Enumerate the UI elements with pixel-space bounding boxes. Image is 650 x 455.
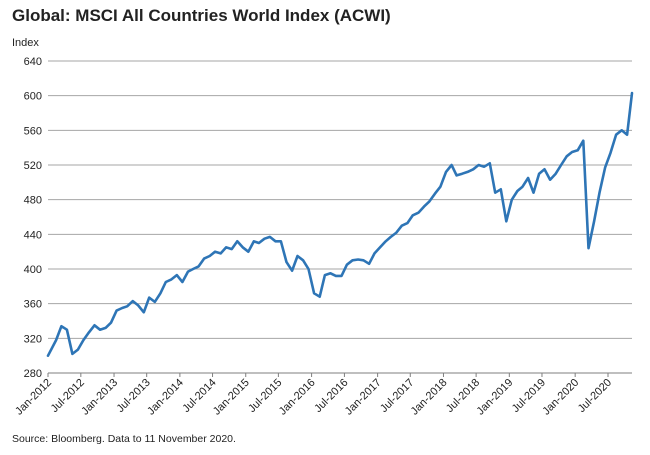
y-tick-label: 560 bbox=[24, 125, 42, 137]
y-tick-label: 280 bbox=[24, 368, 42, 380]
y-tick-label: 360 bbox=[24, 299, 42, 311]
x-tick-label: Jan-2019 bbox=[475, 377, 516, 418]
x-tick-label: Jan-2020 bbox=[540, 377, 581, 418]
x-axis-ticks: Jan-2012Jul-2012Jan-2013Jul-2013Jan-2014… bbox=[13, 373, 614, 418]
acwi-series-line bbox=[46, 91, 634, 357]
x-tick-label: Jul-2020 bbox=[576, 377, 614, 415]
x-tick-label: Jan-2017 bbox=[343, 377, 384, 418]
source-note: Source: Bloomberg. Data to 11 November 2… bbox=[12, 433, 236, 445]
y-tick-label: 600 bbox=[24, 91, 42, 103]
y-tick-label: 440 bbox=[24, 229, 42, 241]
x-tick-label: Jan-2013 bbox=[79, 377, 120, 418]
y-axis-ticks: 280 320 360 400 440 480 520 560 600 640 bbox=[24, 56, 42, 380]
x-tick-label: Jan-2014 bbox=[145, 377, 186, 418]
chart-title: Global: MSCI All Countries World Index (… bbox=[12, 6, 391, 25]
x-tick-label: Jan-2012 bbox=[13, 377, 54, 418]
y-tick-label: 400 bbox=[24, 264, 42, 276]
y-axis-label: Index bbox=[12, 37, 39, 49]
x-tick-label: Jan-2015 bbox=[211, 377, 252, 418]
gridlines bbox=[48, 60, 632, 374]
x-tick-label: Jan-2018 bbox=[409, 377, 450, 418]
y-tick-label: 520 bbox=[24, 160, 42, 172]
y-tick-label: 320 bbox=[24, 333, 42, 345]
y-tick-label: 640 bbox=[24, 56, 42, 68]
y-tick-label: 480 bbox=[24, 195, 42, 207]
x-tick-label: Jan-2016 bbox=[277, 377, 318, 418]
